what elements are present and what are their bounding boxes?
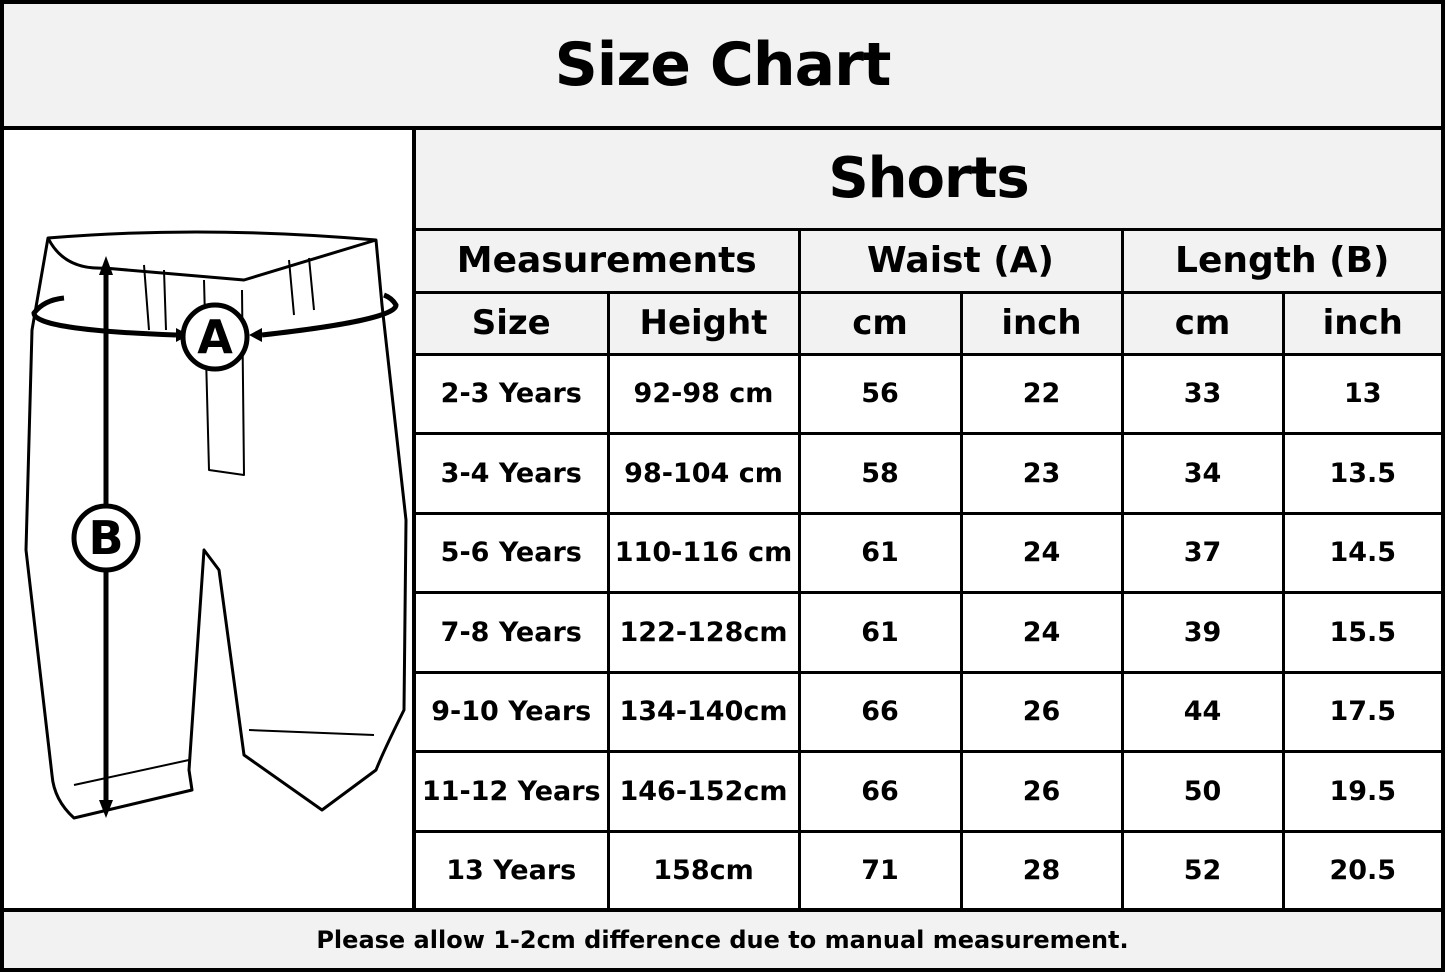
table-cell: 13.5 (1281, 432, 1442, 515)
table-cell: 52 (1120, 829, 1285, 912)
table-cell: 56 (797, 352, 963, 435)
table-cell: 44 (1120, 670, 1285, 753)
table-cell: 14.5 (1281, 511, 1442, 594)
table-cell: 3-4 Years (416, 432, 610, 515)
column-header: Size (416, 290, 610, 356)
table-cell: 37 (1120, 511, 1285, 594)
table-cell: 20.5 (1281, 829, 1442, 912)
table-cell: 28 (959, 829, 1124, 912)
shorts-illustration: A B (24, 230, 408, 820)
table-cell: 7-8 Years (416, 591, 610, 674)
shorts-diagram: A B (4, 130, 416, 908)
column-header: cm (797, 290, 963, 356)
table-cell: 61 (797, 591, 963, 674)
table-cell: 26 (959, 670, 1124, 753)
table-cell: 92-98 cm (606, 352, 801, 435)
table-cell: 2-3 Years (416, 352, 610, 435)
length-marker: B (88, 511, 123, 565)
table-cell: 15.5 (1281, 591, 1442, 674)
table-cell: 5-6 Years (416, 511, 610, 594)
table-cell: 13 Years (416, 829, 610, 912)
table-cell: 50 (1120, 750, 1285, 833)
table-cell: 22 (959, 352, 1124, 435)
table-row: 2-3 Years 92-98 cm 56 22 33 13 (416, 352, 1442, 435)
table-cell: 58 (797, 432, 963, 515)
table-cell: 13 (1281, 352, 1442, 435)
table-cell: 24 (959, 591, 1124, 674)
table-cell: 110-116 cm (606, 511, 801, 594)
table-row: 3-4 Years 98-104 cm 58 23 34 13.5 (416, 432, 1442, 515)
table-cell: 24 (959, 511, 1124, 594)
column-header: cm (1120, 290, 1285, 356)
table-row: 5-6 Years 110-116 cm 61 24 37 14.5 (416, 511, 1442, 594)
product-title: Shorts (416, 130, 1442, 231)
size-table: Shorts Measurements Waist (A) Length (B)… (416, 130, 1442, 912)
column-header: inch (959, 290, 1124, 356)
table-cell: 9-10 Years (416, 670, 610, 753)
table-cell: 23 (959, 432, 1124, 515)
group-measurements: Measurements (416, 227, 801, 294)
table-cell: 33 (1120, 352, 1285, 435)
table-cell: 66 (797, 750, 963, 833)
table-row: 13 Years 158cm 71 28 52 20.5 (416, 829, 1442, 912)
page-title: Size Chart (4, 4, 1441, 130)
table-cell: 17.5 (1281, 670, 1442, 753)
table-cell: 66 (797, 670, 963, 753)
footer-note: Please allow 1-2cm difference due to man… (4, 908, 1441, 968)
table-cell: 11-12 Years (416, 750, 610, 833)
column-header: inch (1281, 290, 1442, 356)
table-cell: 61 (797, 511, 963, 594)
table-cell: 146-152cm (606, 750, 801, 833)
table-cell: 34 (1120, 432, 1285, 515)
table-cell: 26 (959, 750, 1124, 833)
table-cell: 122-128cm (606, 591, 801, 674)
column-header: Height (606, 290, 801, 356)
table-cell: 39 (1120, 591, 1285, 674)
table-row: 11-12 Years 146-152cm 66 26 50 19.5 (416, 750, 1442, 833)
group-length: Length (B) (1120, 227, 1442, 294)
waist-marker: A (197, 310, 233, 364)
table-row: 9-10 Years 134-140cm 66 26 44 17.5 (416, 670, 1442, 753)
table-cell: 71 (797, 829, 963, 912)
table-cell: 158cm (606, 829, 801, 912)
table-cell: 134-140cm (606, 670, 801, 753)
group-waist: Waist (A) (797, 227, 1124, 294)
table-row: 7-8 Years 122-128cm 61 24 39 15.5 (416, 591, 1442, 674)
table-cell: 98-104 cm (606, 432, 801, 515)
table-cell: 19.5 (1281, 750, 1442, 833)
